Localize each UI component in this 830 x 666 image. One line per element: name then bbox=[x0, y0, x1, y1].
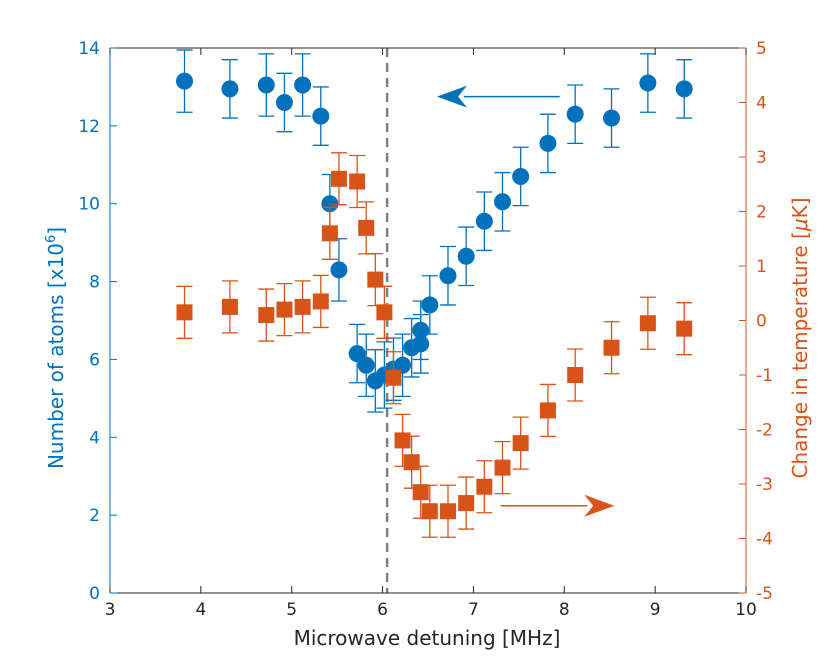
temperature-data-point bbox=[349, 173, 366, 190]
left-y-tick-label: 4 bbox=[89, 428, 100, 448]
temperature-data-point bbox=[403, 454, 420, 471]
temperature-data-point bbox=[512, 435, 529, 452]
left-y-tick-label: 14 bbox=[78, 39, 100, 59]
right-y-tick-label: -2 bbox=[756, 421, 773, 441]
left-y-tick-label: 0 bbox=[89, 584, 100, 604]
temperature-data-point bbox=[358, 219, 375, 236]
temperature-data-point bbox=[603, 339, 620, 356]
atom-data-point bbox=[321, 195, 339, 213]
x-tick-label: 10 bbox=[735, 600, 757, 620]
temperature-series bbox=[176, 152, 693, 538]
left-y-tick-label: 6 bbox=[89, 350, 100, 370]
right-y-tick-label: 5 bbox=[756, 39, 767, 59]
atom-data-point bbox=[257, 76, 275, 94]
right-y-tick-label: 4 bbox=[756, 94, 767, 114]
left-y-tick-label: 8 bbox=[89, 273, 100, 293]
temperature-data-point bbox=[176, 304, 193, 321]
atom-data-point bbox=[275, 94, 293, 111]
atom-data-point bbox=[412, 321, 430, 339]
x-tick-label: 7 bbox=[468, 600, 479, 620]
atom-data-point bbox=[421, 296, 439, 314]
temperature-data-point bbox=[458, 495, 475, 512]
x-axis-label: Microwave detuning [MHz] bbox=[294, 626, 561, 650]
atom-data-point bbox=[312, 107, 330, 125]
atom-data-point bbox=[457, 247, 475, 265]
temperature-data-point bbox=[321, 225, 338, 242]
temperature-data-point bbox=[312, 293, 329, 310]
temperature-data-point bbox=[539, 402, 556, 419]
right-y-tick-label: -4 bbox=[756, 530, 773, 550]
temperature-data-point bbox=[412, 484, 429, 501]
atom-data-point bbox=[639, 74, 657, 92]
temperature-data-point bbox=[476, 478, 493, 495]
data-layer bbox=[176, 48, 693, 593]
temperature-data-point bbox=[330, 170, 347, 187]
atom-data-point bbox=[603, 109, 621, 127]
x-tick-label: 3 bbox=[105, 600, 116, 620]
left-y-tick-label: 2 bbox=[89, 506, 100, 526]
atom-data-point bbox=[512, 167, 530, 185]
x-tick-label: 5 bbox=[286, 600, 297, 620]
temperature-data-point bbox=[439, 503, 456, 520]
right-y-tick-label: -1 bbox=[756, 366, 773, 386]
temperature-data-point bbox=[376, 304, 393, 321]
temperature-data-point bbox=[567, 367, 584, 383]
x-tick-label: 8 bbox=[559, 600, 570, 620]
x-tick-label: 4 bbox=[195, 600, 206, 620]
left-y-tick-label: 12 bbox=[78, 117, 100, 137]
atom-data-point bbox=[176, 72, 194, 90]
temperature-data-point bbox=[421, 503, 438, 520]
temperature-data-point bbox=[258, 307, 275, 324]
temperature-data-point bbox=[276, 301, 293, 318]
right-y-tick-label: 0 bbox=[756, 312, 767, 332]
temperature-data-point bbox=[385, 369, 402, 386]
atom-data-point bbox=[494, 193, 512, 211]
right-y-tick-label: 3 bbox=[756, 148, 767, 168]
atom-data-point bbox=[221, 80, 239, 98]
temperature-data-point bbox=[639, 315, 656, 332]
arrow-left-head bbox=[437, 85, 468, 108]
temperature-data-point bbox=[221, 298, 238, 315]
right-y-tick-label: 2 bbox=[756, 203, 767, 223]
temperature-data-point bbox=[494, 459, 511, 476]
left-y-tick-label: 10 bbox=[78, 195, 100, 215]
temperature-data-point bbox=[676, 320, 693, 337]
right-y-tick-label: -5 bbox=[756, 584, 773, 604]
atom-data-point bbox=[539, 134, 557, 152]
atom-data-point bbox=[348, 345, 366, 363]
temperature-data-point bbox=[394, 432, 411, 449]
atom-number-series bbox=[176, 49, 693, 413]
atom-data-point bbox=[330, 261, 348, 279]
atom-data-point bbox=[439, 267, 457, 285]
atom-data-point bbox=[475, 212, 493, 230]
x-tick-label: 9 bbox=[650, 600, 661, 620]
atom-data-point bbox=[294, 76, 312, 94]
arrow-right-head bbox=[584, 494, 615, 517]
atom-data-point bbox=[675, 80, 693, 98]
right-y-tick-label: 1 bbox=[756, 257, 767, 277]
x-tick-label: 6 bbox=[377, 600, 388, 620]
atom-data-point bbox=[394, 356, 412, 374]
atom-data-point bbox=[357, 356, 375, 374]
temperature-data-point bbox=[294, 298, 311, 315]
right-y-axis-label: Change in temperature [μK] bbox=[788, 197, 812, 478]
atom-data-point bbox=[566, 105, 584, 123]
right-y-tick-label: -3 bbox=[756, 475, 773, 495]
left-y-axis-label: Number of atoms [x106] bbox=[44, 227, 68, 469]
temperature-data-point bbox=[367, 271, 384, 288]
